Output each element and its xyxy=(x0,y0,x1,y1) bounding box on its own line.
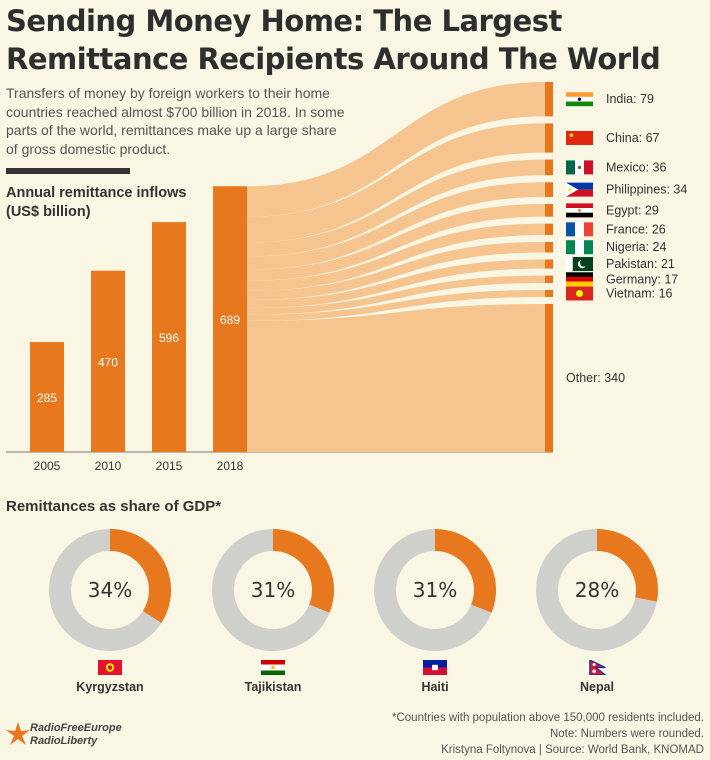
donut-percent-label: 34% xyxy=(87,578,133,602)
flow-other xyxy=(247,303,545,452)
bar-value-label: 470 xyxy=(98,355,118,369)
rfe-rl-logo-icon xyxy=(6,722,30,745)
country-label-india: India: 79 xyxy=(566,92,654,107)
flow-mexico xyxy=(247,159,545,257)
footnote: *Countries with population above 150,000… xyxy=(284,710,704,758)
flow-france xyxy=(247,223,545,291)
bar-value-label: 285 xyxy=(37,391,57,405)
country-label-vietnam: Vietnam: 16 xyxy=(566,286,673,301)
country-label-egypt: Egypt: 29 xyxy=(566,203,659,218)
country-name: Nepal xyxy=(579,680,615,694)
bar-category-label: 2005 xyxy=(34,459,61,473)
donut-percent-label: 31% xyxy=(250,578,296,602)
country-label-other: Other: 340 xyxy=(566,371,625,385)
donut-share xyxy=(536,529,658,651)
tajikistan-flag-icon xyxy=(261,660,285,675)
logo-line1: RadioFreeEurope xyxy=(30,722,122,734)
donut-percent-label: 28% xyxy=(574,578,620,602)
country-value: China: 67 xyxy=(606,131,660,145)
bar-category-label: 2010 xyxy=(95,459,122,473)
country-label-nigeria: Nigeria: 24 xyxy=(566,240,666,255)
gdp-section-title: Remittances as share of GDP* xyxy=(6,498,222,515)
country-label-france: France: 26 xyxy=(566,222,666,237)
flow-end-egypt xyxy=(545,204,553,217)
flow-end-france xyxy=(545,223,553,235)
flow-end-india xyxy=(545,82,553,117)
country-value: Germany: 17 xyxy=(606,272,678,286)
bar-value-label: 689 xyxy=(220,313,240,327)
donut-haiti: 31% xyxy=(372,527,498,653)
flow-china xyxy=(247,123,545,243)
flow-germany xyxy=(247,275,545,315)
donut-share xyxy=(374,529,496,651)
country-value: India: 79 xyxy=(606,92,654,106)
flow-end-philippines xyxy=(545,182,553,198)
flow-india xyxy=(247,82,545,217)
donut-share xyxy=(212,529,334,651)
country-label-philippines: Philippines: 34 xyxy=(566,182,687,197)
country-label-pakistan: Pakistan: 21 xyxy=(566,257,675,272)
bar-2010 xyxy=(91,270,125,452)
footnote-countries: *Countries with population above 150,000… xyxy=(392,712,704,724)
donut-share xyxy=(49,529,171,651)
haiti-flag-icon xyxy=(423,660,447,675)
bar-value-label: 596 xyxy=(159,331,179,345)
country-name: Haiti xyxy=(421,680,449,694)
flow-end-mexico xyxy=(545,159,553,176)
donut-percent-label: 31% xyxy=(412,578,458,602)
country-name: Kyrgyzstan xyxy=(76,680,144,694)
flow-end-germany xyxy=(545,275,553,283)
intro-text: Transfers of money by foreign workers to… xyxy=(6,85,345,157)
bar-2018 xyxy=(213,186,247,452)
country-value: Egypt: 29 xyxy=(606,203,659,217)
remittance-chart: 285 2005 470 2010 596 2015 689 2018 India: 79 Chi… xyxy=(6,82,687,473)
nepal-flag-icon xyxy=(589,660,607,675)
page-title: Sending Money Home: The Largest Remittan… xyxy=(6,4,661,76)
country-label-mexico: Mexico: 36 xyxy=(566,160,666,175)
country-label-germany: Germany: 17 xyxy=(566,272,678,287)
bar-chart-subtitle: Annual remittance inflows (US$ billion) xyxy=(6,185,187,220)
logo-line2: RadioLiberty xyxy=(30,735,98,747)
country-value: Nigeria: 24 xyxy=(606,240,666,254)
country-value: Philippines: 34 xyxy=(606,183,687,197)
country-label-china: China: 67 xyxy=(566,130,660,145)
bar-2005 xyxy=(30,342,64,452)
footnote-source: Kristyna Foltynova | Source: World Bank,… xyxy=(441,744,704,756)
donut-nepal: 28% xyxy=(534,527,660,653)
flow-philippines xyxy=(247,182,545,270)
country-value: France: 26 xyxy=(606,222,666,236)
country-value: Other: 340 xyxy=(566,371,625,385)
flow-end-nigeria xyxy=(545,241,553,253)
flow-end-china xyxy=(545,123,553,153)
flow-pakistan xyxy=(247,259,545,309)
logo-text: RadioFreeEurope RadioLiberty xyxy=(30,722,122,748)
country-value: Mexico: 36 xyxy=(606,160,666,174)
bar-category-label: 2015 xyxy=(156,459,183,473)
flow-end-other xyxy=(545,303,553,452)
flow-nigeria xyxy=(247,241,545,301)
flow-egypt xyxy=(247,204,545,281)
flow-end-pakistan xyxy=(545,259,553,269)
kyrgyzstan-flag-icon xyxy=(98,660,122,675)
country-value: Vietnam: 16 xyxy=(606,286,673,300)
country-name: Tajikistan xyxy=(244,680,302,694)
donut-tajikistan: 31% xyxy=(210,527,336,653)
country-value: Pakistan: 21 xyxy=(606,257,675,271)
divider xyxy=(6,168,130,174)
flow-end-vietnam xyxy=(545,289,553,297)
flow-vietnam xyxy=(247,289,545,321)
donut-kyrgyzstan: 34% xyxy=(47,527,173,653)
bar-2015 xyxy=(152,222,186,452)
footnote-note: Note: Numbers were rounded. xyxy=(549,728,704,740)
bar-category-label: 2018 xyxy=(217,459,244,473)
